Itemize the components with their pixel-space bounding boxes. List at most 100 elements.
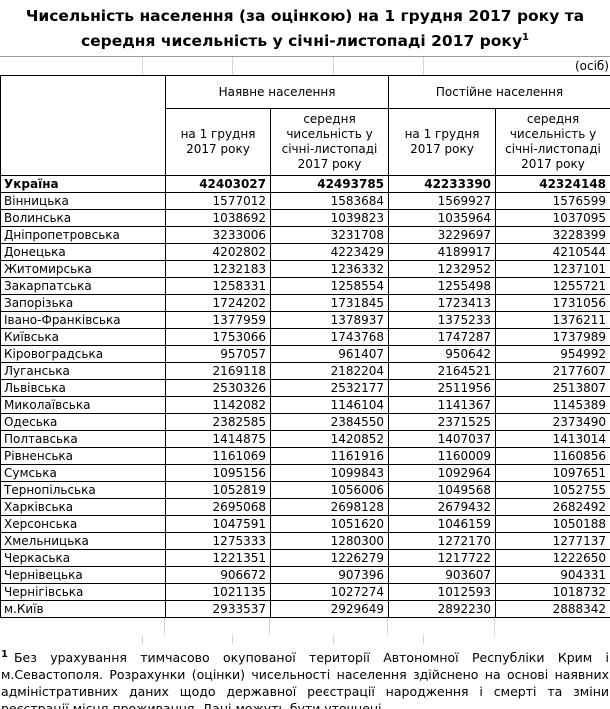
value-cell: 2169118 bbox=[165, 362, 271, 381]
region-name-cell: Донецька bbox=[0, 243, 166, 262]
value-cell: 954992 bbox=[495, 345, 610, 364]
region-name-cell: Полтавська bbox=[0, 430, 166, 449]
value-cell: 1141367 bbox=[388, 396, 497, 415]
value-cell: 1420852 bbox=[269, 430, 390, 449]
value-cell: 2695068 bbox=[165, 498, 271, 517]
value-cell: 1037095 bbox=[495, 209, 610, 228]
table-row: Чернігівська 1021135 1027274 1012593 101… bbox=[0, 583, 610, 602]
empty-grid-strip bbox=[0, 635, 610, 645]
region-name-cell: Вінницька bbox=[0, 192, 166, 211]
value-cell: 1275333 bbox=[165, 532, 271, 551]
page-title-line2: середня чисельність у січні-листопаді 20… bbox=[0, 27, 610, 52]
value-cell: 1258331 bbox=[165, 277, 271, 296]
region-name-cell: Запорізька bbox=[0, 294, 166, 313]
table-row: Волинська 1038692 1039823 1035964 103709… bbox=[0, 209, 610, 228]
region-name-cell: Тернопільська bbox=[0, 481, 166, 500]
value-cell: 1161069 bbox=[165, 447, 271, 466]
value-cell: 2888342 bbox=[495, 600, 610, 619]
table-row: Херсонська 1047591 1051620 1046159 10501… bbox=[0, 515, 610, 534]
region-name-cell: м.Київ bbox=[0, 600, 166, 619]
page-title: Чисельність населення (за оцінкою) на 1 … bbox=[0, 0, 610, 52]
value-cell: 906672 bbox=[165, 566, 271, 585]
value-cell: 1280300 bbox=[269, 532, 390, 551]
region-name-cell: Хмельницька bbox=[0, 532, 166, 551]
table-row: Харківська 2695068 2698128 2679432 26824… bbox=[0, 498, 610, 517]
region-name-cell: Україна bbox=[0, 175, 166, 194]
region-name-cell: Житомирська bbox=[0, 260, 166, 279]
value-cell: 1413014 bbox=[495, 430, 610, 449]
value-cell: 1731056 bbox=[495, 294, 610, 313]
value-cell: 1160856 bbox=[495, 447, 610, 466]
population-table: Наявне населення Постійне населення на 1… bbox=[0, 75, 610, 619]
value-cell: 1377959 bbox=[165, 311, 271, 330]
value-cell: 1050188 bbox=[495, 515, 610, 534]
gridline bbox=[232, 635, 233, 645]
value-cell: 903607 bbox=[388, 566, 497, 585]
value-cell: 3228399 bbox=[495, 226, 610, 245]
table-row: м.Київ 2933537 2929649 2892230 2888342 bbox=[0, 600, 610, 619]
gridline bbox=[269, 618, 270, 636]
table-row: Дніпропетровська 3233006 3231708 3229697… bbox=[0, 226, 610, 245]
value-cell: 961407 bbox=[269, 345, 390, 364]
sub-header-present-date: на 1 грудня 2017 року bbox=[165, 108, 271, 177]
value-cell: 4202802 bbox=[165, 243, 271, 262]
value-cell: 1576599 bbox=[495, 192, 610, 211]
value-cell: 1255498 bbox=[388, 277, 497, 296]
gridline bbox=[423, 57, 424, 76]
value-cell: 1021135 bbox=[165, 583, 271, 602]
value-cell: 1743768 bbox=[269, 328, 390, 347]
value-cell: 2933537 bbox=[165, 600, 271, 619]
value-cell: 2698128 bbox=[269, 498, 390, 517]
value-cell: 1577012 bbox=[165, 192, 271, 211]
page-title-line1: Чисельність населення (за оцінкою) на 1 … bbox=[25, 7, 585, 25]
value-cell: 42233390 bbox=[388, 175, 497, 194]
value-cell: 1236332 bbox=[269, 260, 390, 279]
value-cell: 1160009 bbox=[388, 447, 497, 466]
table-row: Сумська 1095156 1099843 1092964 1097651 bbox=[0, 464, 610, 483]
region-name-cell: Херсонська bbox=[0, 515, 166, 534]
value-cell: 4210544 bbox=[495, 243, 610, 262]
value-cell: 1056006 bbox=[269, 481, 390, 500]
value-cell: 2682492 bbox=[495, 498, 610, 517]
region-name-cell: Луганська bbox=[0, 362, 166, 381]
value-cell: 1146104 bbox=[269, 396, 390, 415]
value-cell: 1569927 bbox=[388, 192, 497, 211]
sub-header-permanent-average: середня чисельність у січні-листопаді 20… bbox=[495, 108, 610, 177]
table-row: Вінницька 1577012 1583684 1569927 157659… bbox=[0, 192, 610, 211]
table-row: Донецька 4202802 4223429 4189917 4210544 bbox=[0, 243, 610, 262]
value-cell: 1027274 bbox=[269, 583, 390, 602]
region-name-cell: Чернігівська bbox=[0, 583, 166, 602]
region-name-cell: Закарпатська bbox=[0, 277, 166, 296]
value-cell: 1161916 bbox=[269, 447, 390, 466]
value-cell: 1222650 bbox=[495, 549, 610, 568]
value-cell: 2892230 bbox=[388, 600, 497, 619]
value-cell: 1255721 bbox=[495, 277, 610, 296]
value-cell: 1737989 bbox=[495, 328, 610, 347]
gridline bbox=[142, 635, 143, 645]
value-cell: 2373490 bbox=[495, 413, 610, 432]
value-cell: 1753066 bbox=[165, 328, 271, 347]
value-cell: 1724202 bbox=[165, 294, 271, 313]
value-cell: 1046159 bbox=[388, 515, 497, 534]
value-cell: 2371525 bbox=[388, 413, 497, 432]
value-cell: 2177607 bbox=[495, 362, 610, 381]
value-cell: 1258554 bbox=[269, 277, 390, 296]
value-cell: 1035964 bbox=[388, 209, 497, 228]
value-cell: 3233006 bbox=[165, 226, 271, 245]
value-cell: 1217722 bbox=[388, 549, 497, 568]
table-body: Україна 42403027 42493785 42233390 42324… bbox=[0, 175, 610, 619]
value-cell: 1376211 bbox=[495, 311, 610, 330]
value-cell: 2182204 bbox=[269, 362, 390, 381]
value-cell: 2929649 bbox=[269, 600, 390, 619]
value-cell: 2532177 bbox=[269, 379, 390, 398]
footnote-text: Без урахування тимчасово окупованої тери… bbox=[1, 650, 609, 709]
table-row: Київська 1753066 1743768 1747287 1737989 bbox=[0, 328, 610, 347]
value-cell: 907396 bbox=[269, 566, 390, 585]
region-name-cell: Дніпропетровська bbox=[0, 226, 166, 245]
gridline bbox=[164, 618, 165, 636]
value-cell: 1051620 bbox=[269, 515, 390, 534]
value-cell: 1414875 bbox=[165, 430, 271, 449]
table-header: Наявне населення Постійне населення на 1… bbox=[0, 75, 610, 177]
value-cell: 4223429 bbox=[269, 243, 390, 262]
gridline bbox=[423, 635, 424, 645]
